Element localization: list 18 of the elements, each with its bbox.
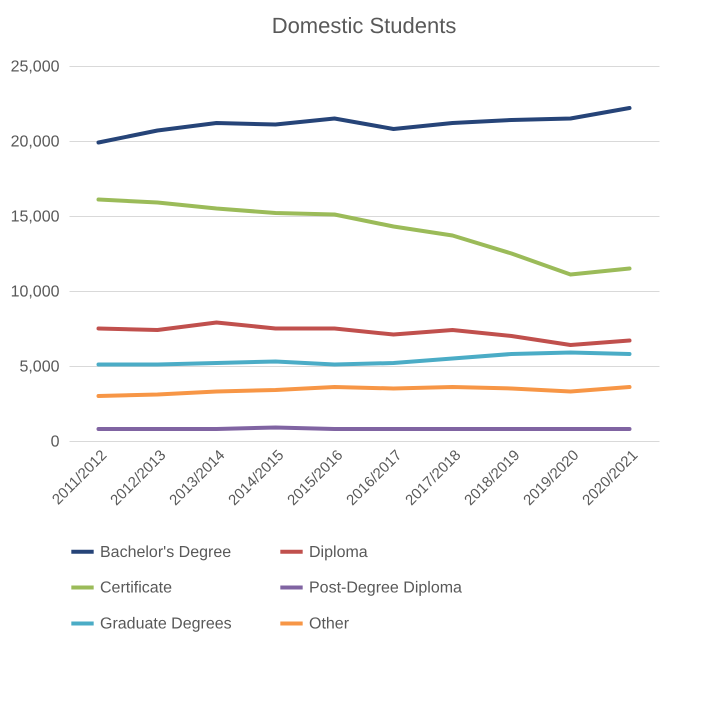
- legend-label: Certificate: [100, 580, 172, 596]
- chart-title: Domestic Students: [272, 13, 456, 38]
- y-tick-label: 5,000: [19, 358, 60, 376]
- y-tick-label: 20,000: [10, 134, 60, 150]
- legend-label: Post-Degree Diploma: [309, 580, 462, 596]
- line-series: [96, 385, 632, 398]
- legend-label: Graduate Degrees: [100, 616, 232, 632]
- y-tick-label: 25,000: [10, 58, 60, 76]
- line-series: [96, 350, 632, 366]
- y-tick-label: 10,000: [10, 284, 60, 300]
- line-series: [96, 106, 632, 144]
- legend-label: Bachelor's Degree: [100, 544, 232, 561]
- line-series: [96, 320, 632, 347]
- legend-label: Other: [309, 616, 350, 632]
- y-tick-label: 15,000: [10, 208, 60, 226]
- y-tick-label: 0: [50, 434, 60, 450]
- line-series: [96, 198, 632, 276]
- legend-label: Diploma: [309, 544, 368, 561]
